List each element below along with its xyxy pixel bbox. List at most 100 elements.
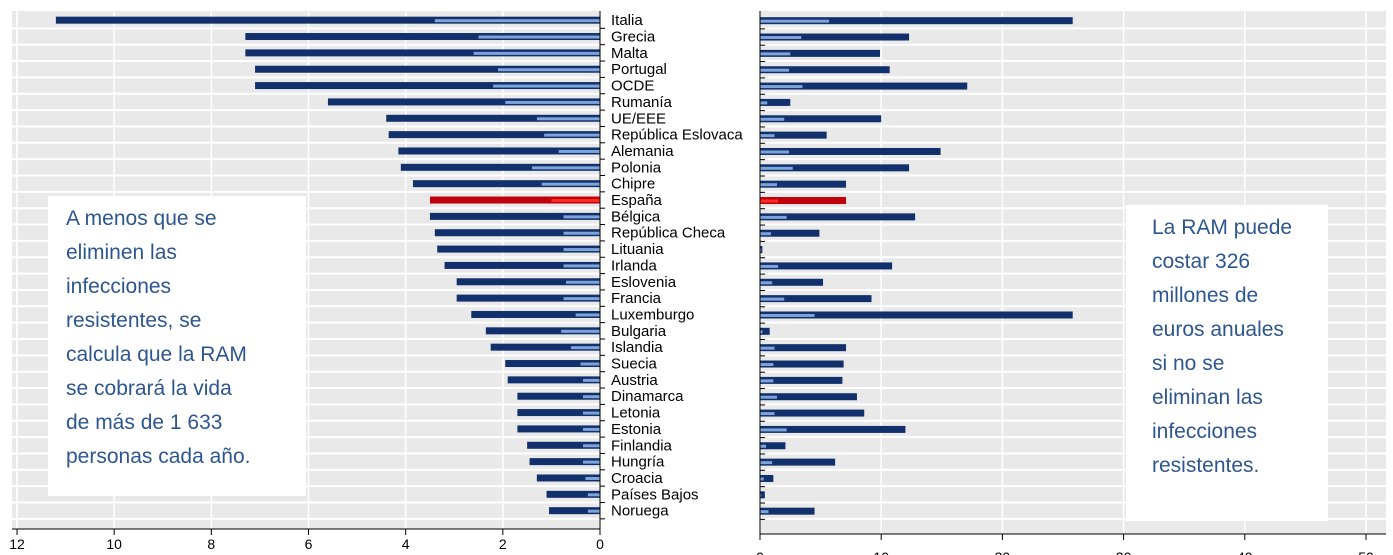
right-bar-republica-checa <box>760 229 820 237</box>
left-bar-inner-bulgaria <box>561 329 600 333</box>
right-bar-noruega <box>760 507 815 515</box>
country-label-polonia: Polonia <box>611 159 662 176</box>
left-bar-hungria <box>529 458 600 466</box>
right-bar-polonia <box>760 164 910 172</box>
left-bar-ue-eee <box>386 114 600 122</box>
country-label-espana: España <box>611 192 663 209</box>
annotation-line: resistentes. <box>1152 454 1260 477</box>
left-bar-estonia <box>517 425 600 433</box>
left-annotation: A menos que se eliminen las infecciones res… <box>48 196 306 496</box>
annotation-line: A menos que se <box>66 207 217 230</box>
left-bar-austria <box>507 376 600 384</box>
annotation-line: costar 326 <box>1152 250 1251 273</box>
country-label-croacia: Croacia <box>611 470 663 487</box>
left-bar-lituania <box>437 245 600 253</box>
right-bar-inner-republica-checa <box>760 232 771 236</box>
left-bar-rumania <box>327 98 600 106</box>
left-bar-inner-republica-eslovaca <box>544 133 600 137</box>
country-label-grecia: Grecia <box>611 29 656 46</box>
left-bar-inner-ue-eee <box>536 117 600 121</box>
left-bar-dinamarca <box>517 392 600 400</box>
annotation-line: si no se <box>1152 352 1225 375</box>
left-bar-luxemburgo <box>471 310 600 318</box>
left-tick-label: 10 <box>106 536 122 552</box>
left-bar-belgica <box>429 212 600 220</box>
annotation-line: calcula que la RAM <box>66 343 247 366</box>
left-bar-inner-finlandia <box>582 444 600 448</box>
left-bar-inner-ocde <box>493 84 600 88</box>
annotation-line: resistentes, se <box>66 309 202 332</box>
left-bar-alemania <box>398 147 600 155</box>
right-bar-inner-chipre <box>760 183 777 187</box>
right-bar-luxemburgo <box>760 311 1073 319</box>
country-label-belgica: Bélgica <box>611 208 661 225</box>
left-bar-inner-eslovenia <box>565 280 600 284</box>
annotation-line: de más de 1 633 <box>66 411 223 434</box>
right-bar-lituania <box>760 246 763 254</box>
left-bar-inner-croacia <box>585 476 600 480</box>
country-label-hungria: Hungría <box>611 454 665 471</box>
left-bar-inner-italia <box>434 19 600 23</box>
left-bar-inner-malta <box>473 51 600 55</box>
left-bar-portugal <box>255 65 600 73</box>
left-tick-label: 8 <box>207 536 215 552</box>
country-label-bulgaria: Bulgaria <box>611 323 667 340</box>
right-bar-inner-belgica <box>760 215 787 219</box>
country-label-francia: Francia <box>611 290 662 307</box>
left-bar-inner-luxemburgo <box>575 313 600 317</box>
right-bar-inner-portugal <box>760 68 790 72</box>
country-label-lituania: Lituania <box>611 241 664 258</box>
right-bar-eslovenia <box>760 278 824 286</box>
country-label-irlanda: Irlanda <box>611 257 658 274</box>
left-bar-inner-suecia <box>580 362 600 366</box>
left-bar-inner-paises-bajos <box>587 493 600 497</box>
right-tick-label: 20 <box>995 549 1011 555</box>
right-bar-italia <box>760 17 1073 25</box>
left-bar-inner-estonia <box>582 427 600 431</box>
right-annotation: La RAM puede costar 326 millones de euros a… <box>1126 205 1328 521</box>
left-bar-republica-eslovaca <box>388 131 600 139</box>
right-bar-inner-italia <box>760 19 830 23</box>
right-bar-paises-bajos <box>760 491 765 499</box>
right-bar-inner-finlandia <box>760 444 767 448</box>
left-bar-polonia <box>400 163 600 171</box>
right-bar-inner-suecia <box>760 363 774 367</box>
annotation-line: eliminen las <box>66 241 177 264</box>
right-bar-alemania <box>760 147 941 155</box>
country-label-chipre: Chipre <box>611 176 655 193</box>
right-bar-hungria <box>760 458 836 466</box>
annotation-line: millones de <box>1152 284 1259 307</box>
right-bar-letonia <box>760 409 865 417</box>
left-bar-inner-noruega <box>587 509 600 513</box>
left-bar-inner-hungria <box>582 460 600 464</box>
left-bar-suecia <box>505 360 600 368</box>
country-label-malta: Malta <box>611 45 648 62</box>
right-bar-inner-ocde <box>760 85 803 89</box>
left-bar-inner-grecia <box>478 35 600 39</box>
country-label-letonia: Letonia <box>611 405 661 422</box>
left-tick-label: 12 <box>9 536 25 552</box>
annotation-line: La RAM puede <box>1152 216 1293 239</box>
country-label-islandia: Islandia <box>611 339 663 356</box>
country-label-republica-checa: República Checa <box>611 225 726 242</box>
country-label-noruega: Noruega <box>611 503 669 520</box>
left-bar-inner-francia <box>563 297 600 301</box>
right-bar-finlandia <box>760 442 786 450</box>
left-bar-grecia <box>245 33 600 41</box>
right-bar-austria <box>760 376 843 384</box>
left-bar-inner-irlanda <box>563 264 600 268</box>
right-bar-inner-ue-eee <box>760 117 785 121</box>
right-bar-inner-dinamarca <box>760 395 777 399</box>
country-label-portugal: Portugal <box>611 61 667 78</box>
right-bar-inner-francia <box>760 297 785 301</box>
right-bar-croacia <box>760 474 774 482</box>
annotation-line: infecciones <box>66 275 172 298</box>
right-bar-republica-eslovaca <box>760 131 827 139</box>
country-label-republica-eslovaca: República Eslovaca <box>611 127 743 144</box>
country-label-suecia: Suecia <box>611 356 658 373</box>
right-bar-suecia <box>760 360 844 368</box>
left-bar-inner-polonia <box>531 166 600 170</box>
right-bar-inner-croacia <box>760 477 764 481</box>
right-bar-inner-eslovenia <box>760 281 773 285</box>
right-tick-label: 10 <box>873 549 889 555</box>
